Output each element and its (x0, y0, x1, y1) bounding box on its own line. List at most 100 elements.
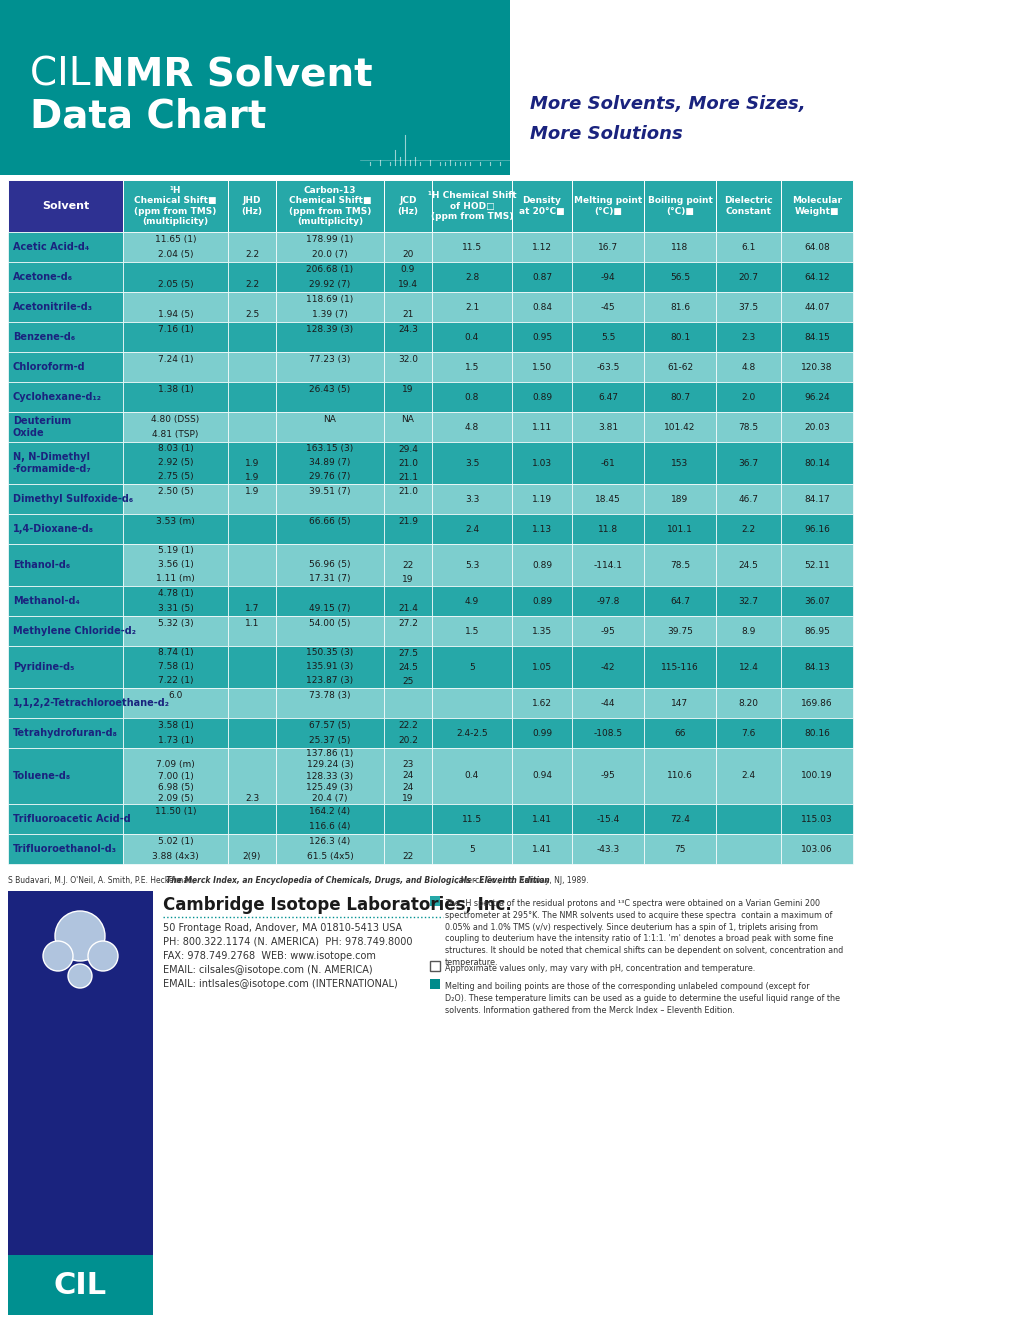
Text: 1.9: 1.9 (245, 487, 259, 496)
Text: 4.81 (TSP): 4.81 (TSP) (152, 430, 199, 440)
Text: 67.57 (5): 67.57 (5) (309, 721, 351, 730)
Bar (572, 718, 643, 748)
Bar (781, 412, 852, 442)
Text: 129.24 (3): 129.24 (3) (307, 760, 354, 770)
Bar (276, 748, 383, 804)
Text: 27.5: 27.5 (397, 648, 418, 657)
Bar (781, 804, 852, 834)
Bar (8, 804, 123, 834)
Text: 4.9: 4.9 (465, 597, 479, 606)
Text: 1.7: 1.7 (245, 605, 259, 612)
Bar (781, 616, 852, 645)
Text: 5: 5 (469, 663, 475, 672)
Bar (383, 544, 432, 586)
Bar (715, 442, 781, 484)
Bar (643, 352, 715, 381)
Bar (276, 688, 383, 718)
Text: 1.11: 1.11 (532, 422, 551, 432)
Text: 11.50 (1): 11.50 (1) (155, 807, 196, 816)
Text: 8.74 (1): 8.74 (1) (158, 648, 194, 657)
Bar (276, 180, 383, 232)
Text: More Solvents, More Sizes,: More Solvents, More Sizes, (530, 95, 805, 114)
Bar (228, 544, 276, 586)
Text: 27.2: 27.2 (397, 619, 418, 628)
Bar (228, 322, 276, 352)
Bar (643, 261, 715, 292)
Text: -114.1: -114.1 (593, 561, 622, 569)
Bar (276, 292, 383, 322)
Bar (432, 688, 512, 718)
Bar (512, 412, 572, 442)
Bar (643, 232, 715, 261)
Bar (781, 718, 852, 748)
Text: 21.4: 21.4 (397, 605, 418, 612)
Text: 46.7: 46.7 (738, 495, 758, 503)
Bar (0, 0, 510, 176)
Text: 4.8: 4.8 (465, 422, 479, 432)
Bar (432, 352, 512, 381)
Text: 20.0 (7): 20.0 (7) (312, 249, 347, 259)
Text: 2.4: 2.4 (465, 524, 479, 533)
Bar (512, 322, 572, 352)
Text: Trifluoroacetic Acid-d: Trifluoroacetic Acid-d (13, 814, 130, 824)
Text: 0.9: 0.9 (400, 265, 415, 275)
Bar (715, 322, 781, 352)
Text: 61.5 (4x5): 61.5 (4x5) (307, 851, 353, 861)
Bar (228, 381, 276, 412)
Text: NA: NA (401, 414, 414, 424)
Text: ¹H
Chemical Shift■
(ppm from TMS)
(multiplicity): ¹H Chemical Shift■ (ppm from TMS) (multi… (135, 186, 217, 226)
Text: 29.4: 29.4 (397, 445, 418, 454)
Bar (715, 381, 781, 412)
Text: 1.62: 1.62 (532, 698, 551, 708)
Bar (383, 442, 432, 484)
Bar (123, 180, 228, 232)
Text: 66.66 (5): 66.66 (5) (309, 517, 351, 525)
Bar (276, 322, 383, 352)
Text: 20.4 (7): 20.4 (7) (312, 793, 347, 803)
Text: Acetonitrile-d₃: Acetonitrile-d₃ (13, 302, 93, 312)
Bar (715, 688, 781, 718)
Text: 5.3: 5.3 (465, 561, 479, 569)
Bar (228, 412, 276, 442)
Text: 2.3: 2.3 (245, 793, 259, 803)
Text: 52.11: 52.11 (803, 561, 829, 569)
Bar (8, 412, 123, 442)
Bar (432, 645, 512, 688)
Bar (781, 292, 852, 322)
Bar (572, 442, 643, 484)
Text: 80.16: 80.16 (803, 729, 829, 738)
Bar (643, 645, 715, 688)
Text: Methanol-d₄: Methanol-d₄ (13, 597, 79, 606)
Text: 16.7: 16.7 (597, 243, 618, 252)
Text: Toluene-d₈: Toluene-d₈ (13, 771, 71, 781)
Text: 1.41: 1.41 (532, 845, 551, 854)
Text: NA: NA (323, 414, 336, 424)
Bar (572, 645, 643, 688)
Text: 11.8: 11.8 (597, 524, 618, 533)
Text: 163.15 (3): 163.15 (3) (306, 445, 354, 454)
Text: 21.0: 21.0 (397, 487, 418, 496)
Bar (228, 292, 276, 322)
Bar (432, 412, 512, 442)
Bar (781, 232, 852, 261)
Bar (715, 616, 781, 645)
Text: 3.53 (m): 3.53 (m) (156, 517, 195, 525)
Bar (781, 688, 852, 718)
Text: 0.99: 0.99 (532, 729, 551, 738)
Bar (512, 586, 572, 616)
Text: -44: -44 (600, 698, 614, 708)
Bar (123, 412, 228, 442)
Text: 24.5: 24.5 (397, 663, 418, 672)
Bar (781, 352, 852, 381)
Bar (572, 804, 643, 834)
Text: 7.09 (m): 7.09 (m) (156, 760, 195, 770)
Bar (276, 484, 383, 513)
Text: 75: 75 (674, 845, 685, 854)
Text: 150.35 (3): 150.35 (3) (306, 648, 354, 657)
Bar (8, 616, 123, 645)
Bar (276, 616, 383, 645)
Bar (276, 513, 383, 544)
Text: 80.7: 80.7 (669, 392, 690, 401)
Text: 2.0: 2.0 (741, 392, 755, 401)
Text: 118: 118 (671, 243, 688, 252)
